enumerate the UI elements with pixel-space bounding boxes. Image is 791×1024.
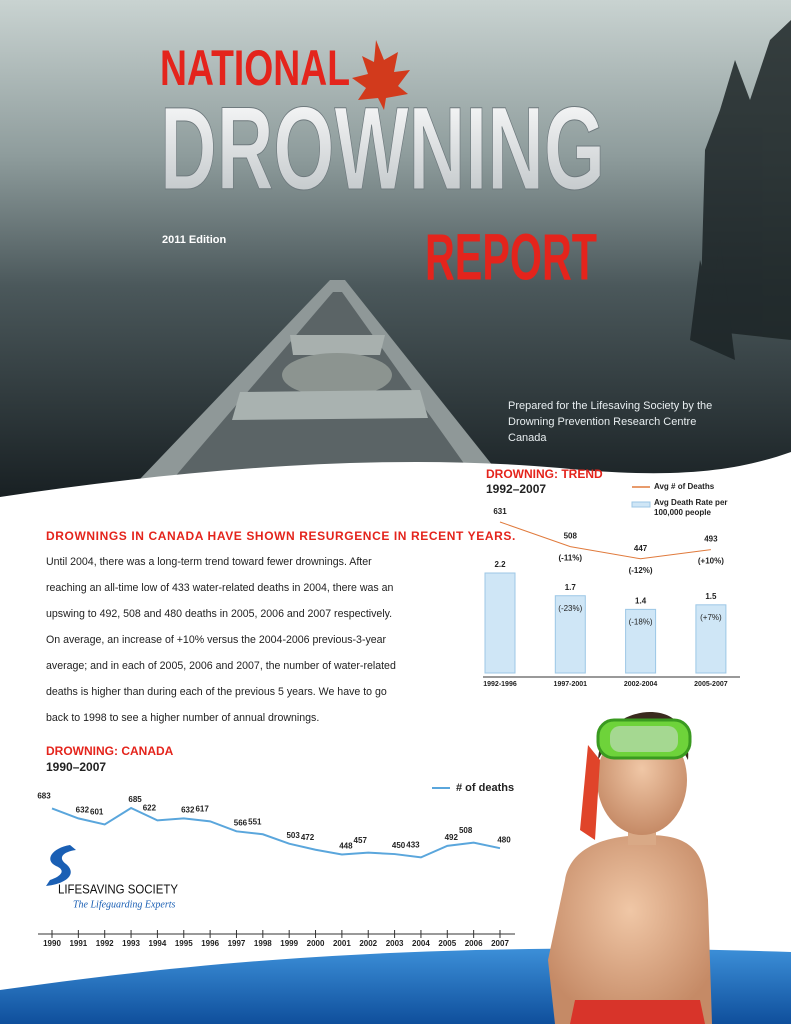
edition: 2011 Edition [162,234,226,246]
value-label: 492 [445,833,459,842]
article-heading: DROWNINGS IN CANADA HAVE SHOWN RESURGENC… [46,529,516,543]
value-label: 508 [459,826,473,835]
bar-change-label: (-18%) [629,617,653,626]
line-value-label: 447 [634,544,648,553]
value-label: 566 [234,818,248,827]
bar [695,604,727,674]
boy-photo [548,712,712,1024]
value-label: 601 [90,808,104,817]
chart-subtitle: 1992–2007 [486,482,546,496]
article-body: Until 2004, there was a long-term trend … [46,556,396,724]
trees [690,20,791,360]
value-label: 433 [406,841,420,850]
bar [484,572,516,674]
x-tick-label: 1995 [175,939,193,948]
x-tick-label: 1993 [122,939,140,948]
legend-label: # of deaths [456,782,514,794]
title-report: REPORT [425,219,597,293]
bar-value-label: 1.5 [705,592,717,601]
x-tick-label: 1991 [69,939,87,948]
value-label: 450 [392,841,406,850]
x-tick-label: 2005 [438,939,456,948]
value-label: 622 [143,803,157,812]
chart-title: DROWNING: CANADA [46,744,174,758]
prepared-by: Prepared for the Lifesaving Society by t… [508,400,713,444]
logo-tagline: The Lifeguarding Experts [73,899,176,910]
logo: LIFESAVING SOCIETY The Lifeguarding Expe… [46,845,178,910]
x-tick-label: 1994 [149,939,167,948]
value-label: 448 [339,842,353,851]
x-tick-label: 2007 [491,939,509,948]
canoe [120,280,520,500]
x-tick-label: 1999 [280,939,298,948]
legend-label: Avg Death Rate per 100,000 people [654,498,728,517]
line-change-label: (-12%) [629,566,653,575]
value-label: 503 [286,831,300,840]
line [51,806,501,859]
x-tick-label: 1996 [201,939,219,948]
x-tick-label: 2000 [307,939,325,948]
trend-chart: DROWNING: TREND 1992–2007 2.2 1.7 (-23%) 1.… [483,467,740,688]
value-label: 617 [195,804,209,813]
value-label: 632 [76,805,90,814]
value-label: 632 [181,805,195,814]
chart-subtitle: 1990–2007 [46,760,106,774]
x-tick-label: 2001 [333,939,351,948]
value-label: 685 [128,795,142,804]
value-label: 551 [248,817,262,826]
maple-leaf [352,40,410,110]
legend-swatch [631,501,651,508]
bar-change-label: (-23%) [558,604,582,613]
x-tick-label: 1992 [96,939,114,948]
line-value-label: 493 [704,535,718,544]
chart-title: DROWNING: TREND [486,467,603,481]
x-tick-label: 2003 [386,939,404,948]
x-tick-label: 2005-2007 [694,681,728,688]
logo-name: LIFESAVING SOCIETY [58,881,178,896]
x-tick-label: 1997 [228,939,246,948]
value-label: 683 [37,792,51,801]
bar [554,595,586,674]
title-national: NATIONAL [160,40,350,96]
bar-value-label: 1.4 [635,596,647,605]
bar-change-label: (+7%) [700,613,722,622]
title-drowning: DROWNING [160,83,605,215]
x-tick-label: 2006 [465,939,483,948]
x-tick-label: 2002 [359,939,377,948]
line [499,521,711,560]
x-tick-label: 1998 [254,939,272,948]
line-value-label: 631 [493,507,507,516]
x-tick-label: 1992-1996 [483,681,517,688]
line-value-label: 508 [564,532,578,541]
value-label: 457 [354,836,368,845]
x-tick-label: 1990 [43,939,61,948]
line-change-label: (-11%) [559,554,583,563]
legend-label: Avg # of Deaths [654,482,715,491]
line-change-label: (+10%) [698,557,724,566]
x-tick-label: 2004 [412,939,430,948]
value-label: 472 [301,833,315,842]
logo-mark [46,845,76,886]
bar-value-label: 2.2 [494,560,506,569]
value-label: 480 [497,835,511,844]
bar [625,608,657,674]
x-tick-label: 1997-2001 [554,681,588,688]
bar-value-label: 1.7 [565,583,577,592]
x-tick-label: 2002-2004 [624,681,658,688]
